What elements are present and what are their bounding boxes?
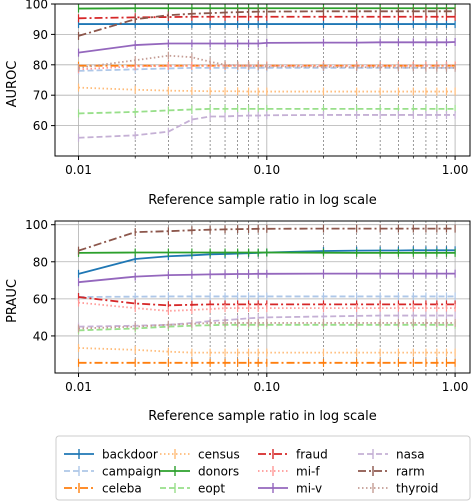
prauc-y-tick-label: 80	[33, 255, 48, 269]
legend-label-donors: donors	[198, 465, 239, 479]
prauc-y-tick-label: 40	[33, 329, 48, 343]
prauc-y-tick-label: 100	[25, 218, 48, 232]
prauc-y-tick-label: 60	[33, 292, 48, 306]
auroc-axes-frame	[54, 3, 471, 157]
legend-label-mi-v: mi-v	[296, 482, 322, 496]
auroc-y-tick-label: 100	[25, 0, 48, 12]
legend-box	[55, 435, 471, 501]
legend-label-rarm: rarm	[396, 465, 425, 479]
auroc-x-tick-label: 1.00	[442, 163, 469, 177]
auroc-x-axis-label: Reference sample ratio in log scale	[148, 193, 377, 208]
legend-label-nasa: nasa	[396, 448, 425, 462]
legend-label-census: census	[198, 448, 240, 462]
legend-label-mi-f: mi-f	[296, 465, 320, 479]
auroc-x-tick-label: 0.10	[253, 163, 280, 177]
auroc-y-tick-label: 90	[33, 28, 48, 42]
prauc-y-axis-label: PRAUC	[5, 279, 20, 323]
auroc-x-tick-label: 0.01	[65, 163, 92, 177]
prauc-axes-frame	[54, 220, 471, 374]
auroc-x-ticks: 0.01 0.10 1.00	[65, 156, 468, 177]
legend-label-eopt: eopt	[198, 482, 225, 496]
auroc-panel: 60 70 80 90 100 0.01 0.10 1.00 Reference sampl…	[5, 0, 471, 208]
prauc-x-tick-label: 1.00	[442, 380, 469, 394]
legend-label-fraud: fraud	[296, 448, 328, 462]
prauc-x-axis-label: Reference sample ratio in log scale	[148, 409, 377, 424]
auroc-y-axis-label: AUROC	[5, 61, 20, 108]
legend: backdoor campaign celeba census donors eopt fr…	[55, 435, 471, 501]
auroc-y-tick-label: 70	[33, 89, 48, 103]
prauc-y-ticks: 40 60 80 100	[25, 218, 55, 343]
auroc-y-tick-label: 80	[33, 58, 48, 72]
legend-label-thyroid: thyroid	[396, 482, 438, 496]
prauc-panel: 40 60 80 100 0.01 0.10 1.00 Reference sample …	[5, 218, 471, 424]
legend-entries: backdoor campaign celeba census donors eopt fr…	[64, 448, 438, 496]
legend-label-campaign: campaign	[102, 465, 161, 479]
auroc-y-ticks: 60 70 80 90 100	[25, 0, 55, 133]
prauc-x-ticks: 0.01 0.10 1.00	[65, 373, 468, 394]
auroc-y-tick-label: 60	[33, 119, 48, 133]
legend-label-backdoor: backdoor	[102, 448, 158, 462]
auroc-series	[77, 4, 456, 142]
prauc-series	[77, 224, 456, 367]
prauc-x-tick-label: 0.01	[65, 380, 92, 394]
legend-label-celeba: celeba	[102, 482, 142, 496]
auroc-grid	[55, 3, 470, 156]
prauc-x-tick-label: 0.10	[253, 380, 280, 394]
